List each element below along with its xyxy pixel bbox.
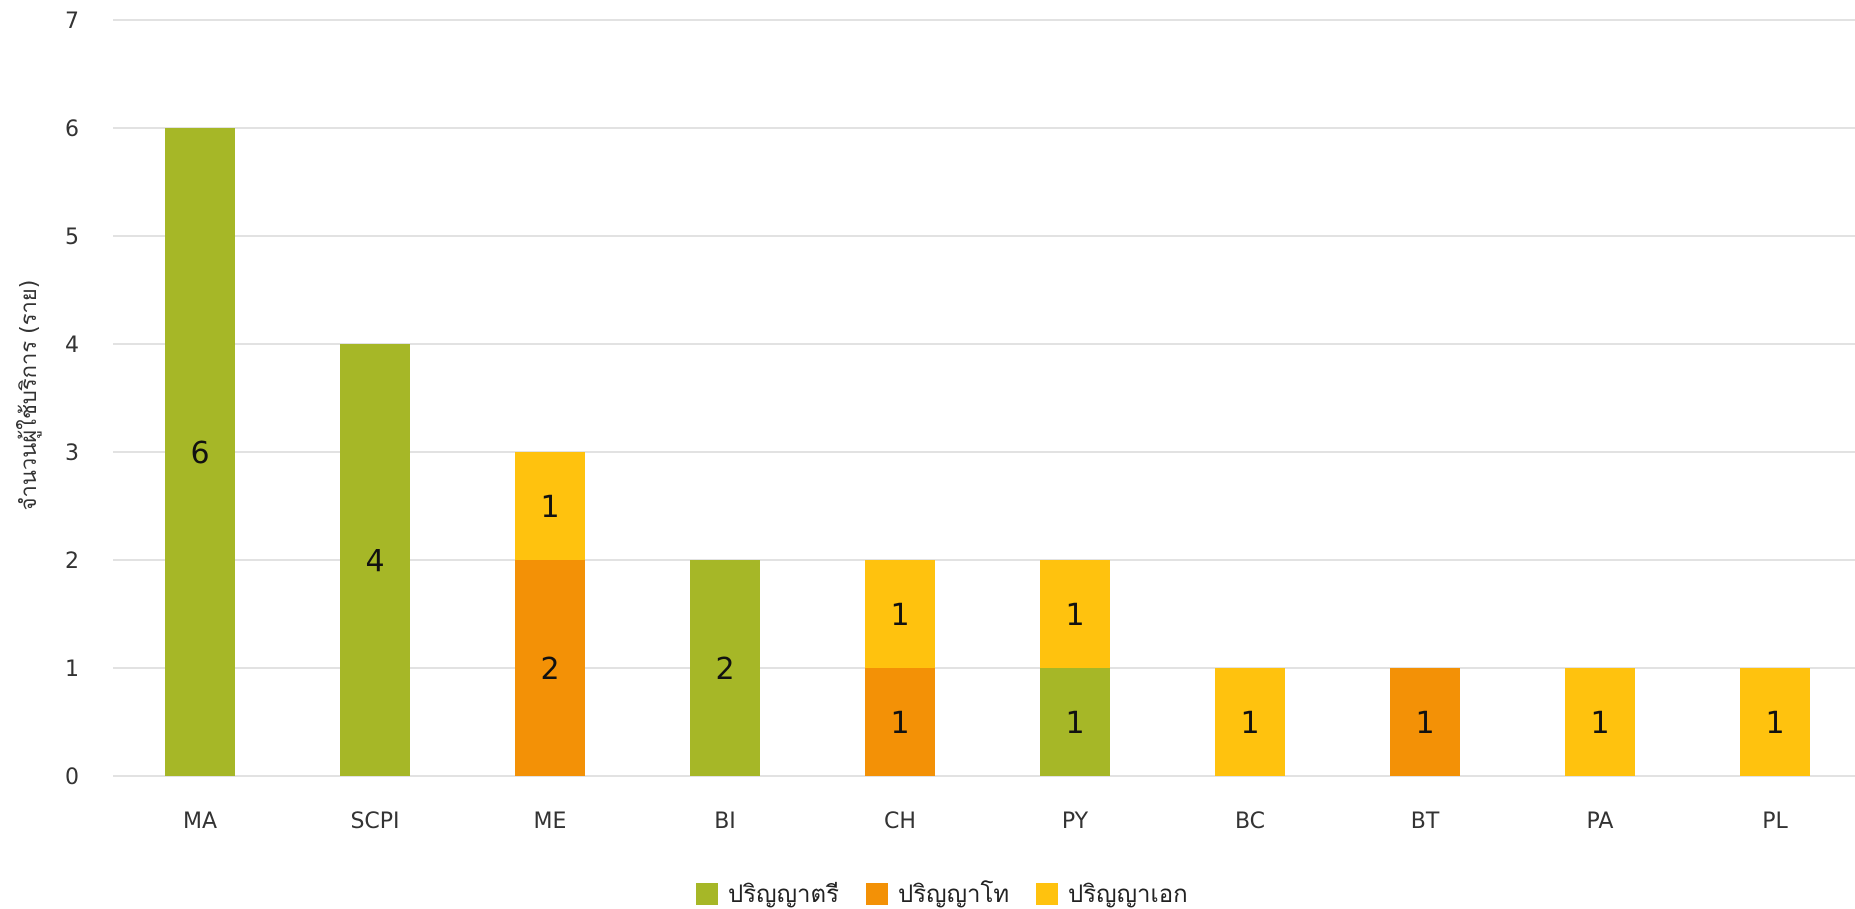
data-label: 1 bbox=[1065, 706, 1084, 741]
x-category-label: PY bbox=[1062, 809, 1089, 834]
legend-label: ปริญญาเอก bbox=[1068, 880, 1188, 908]
data-label: 1 bbox=[1065, 598, 1084, 633]
y-tick-label: 0 bbox=[65, 765, 79, 790]
bar-segment bbox=[1390, 668, 1460, 776]
legend-label: ปริญญาตรี bbox=[728, 880, 839, 908]
data-labels: 6 4 2 1 2 1 1 1 1 1 1 1 1 bbox=[190, 436, 1784, 741]
bar-segment bbox=[515, 452, 585, 560]
bar-segment bbox=[1040, 668, 1110, 776]
y-tick-label: 4 bbox=[65, 333, 79, 358]
bar-segment bbox=[690, 560, 760, 776]
y-tick-label: 5 bbox=[65, 225, 79, 250]
bar-segment bbox=[1215, 668, 1285, 776]
bar-segment bbox=[865, 668, 935, 776]
data-label: 1 bbox=[890, 706, 909, 741]
data-label: 1 bbox=[1415, 706, 1434, 741]
data-label: 2 bbox=[715, 652, 734, 687]
data-label: 1 bbox=[1590, 706, 1609, 741]
bar-segment bbox=[1565, 668, 1635, 776]
data-label: 4 bbox=[365, 544, 384, 579]
y-axis-ticks: 0 1 2 3 4 5 6 7 bbox=[65, 9, 79, 790]
x-category-label: ME bbox=[534, 809, 567, 834]
bars bbox=[165, 128, 1810, 776]
x-category-label: PL bbox=[1762, 809, 1788, 834]
y-tick-label: 6 bbox=[65, 117, 79, 142]
x-axis-categories: MA SCPI ME BI CH PY BC BT PA PL bbox=[183, 809, 1789, 834]
legend-swatch bbox=[866, 883, 888, 905]
x-category-label: BT bbox=[1411, 809, 1440, 834]
x-category-label: CH bbox=[884, 809, 916, 834]
x-category-label: SCPI bbox=[350, 809, 399, 834]
y-tick-label: 1 bbox=[65, 657, 79, 682]
data-label: 1 bbox=[540, 490, 559, 525]
y-tick-label: 2 bbox=[65, 549, 79, 574]
legend-swatch bbox=[696, 883, 718, 905]
bar-segment bbox=[340, 344, 410, 776]
bar-segment bbox=[515, 560, 585, 776]
y-tick-label: 3 bbox=[65, 441, 79, 466]
data-label: 1 bbox=[1765, 706, 1784, 741]
legend-swatch bbox=[1036, 883, 1058, 905]
bar-segment bbox=[1740, 668, 1810, 776]
bar-segment bbox=[865, 560, 935, 668]
y-tick-label: 7 bbox=[65, 9, 79, 34]
x-category-label: BC bbox=[1235, 809, 1265, 834]
legend-label: ปริญญาโท bbox=[898, 880, 1009, 908]
data-label: 6 bbox=[190, 436, 209, 471]
x-category-label: BI bbox=[714, 809, 736, 834]
data-label: 1 bbox=[890, 598, 909, 633]
bar-segment bbox=[165, 128, 235, 776]
legend: ปริญญาตรี ปริญญาโท ปริญญาเอก bbox=[696, 880, 1188, 908]
bar-segment bbox=[1040, 560, 1110, 668]
data-label: 1 bbox=[1240, 706, 1259, 741]
x-category-label: PA bbox=[1587, 809, 1614, 834]
y-axis-title: จำนวนผู้ใช้บริการ (ราย) bbox=[16, 280, 42, 511]
data-label: 2 bbox=[540, 652, 559, 687]
x-category-label: MA bbox=[183, 809, 217, 834]
